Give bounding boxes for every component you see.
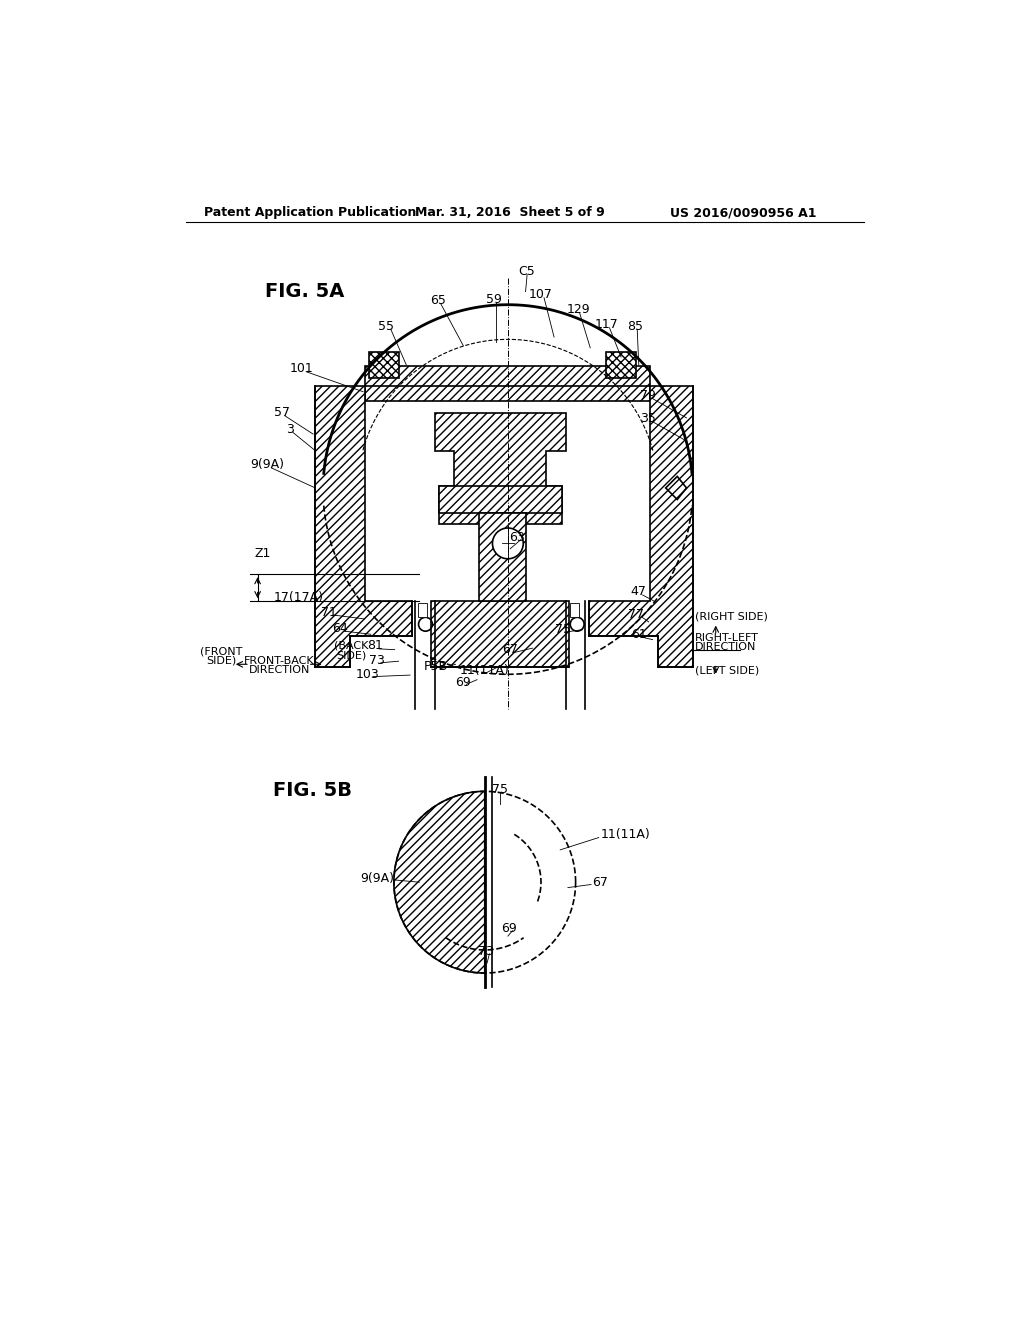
Text: DIRECTION: DIRECTION xyxy=(695,643,757,652)
Text: 69: 69 xyxy=(502,921,517,935)
Text: 107: 107 xyxy=(529,288,553,301)
Text: FRONT-BACK: FRONT-BACK xyxy=(244,656,314,667)
Bar xyxy=(418,603,427,616)
Text: 67: 67 xyxy=(593,875,608,888)
Polygon shape xyxy=(315,385,412,667)
Text: 103: 103 xyxy=(356,668,380,681)
Bar xyxy=(606,352,636,378)
Bar xyxy=(570,603,580,616)
Text: 57: 57 xyxy=(274,407,290,418)
Text: 9(9A): 9(9A) xyxy=(251,458,285,471)
Polygon shape xyxy=(435,412,565,524)
Text: SIDE): SIDE) xyxy=(206,656,237,665)
Text: 79: 79 xyxy=(640,389,656,403)
Polygon shape xyxy=(394,792,484,973)
Text: 73: 73 xyxy=(478,945,495,958)
Text: 59: 59 xyxy=(486,293,502,306)
Text: 77: 77 xyxy=(629,607,644,620)
Text: (LEFT SIDE): (LEFT SIDE) xyxy=(695,665,759,676)
Text: 11(11A): 11(11A) xyxy=(460,664,510,677)
Text: 47: 47 xyxy=(631,585,647,598)
Text: 69: 69 xyxy=(456,676,471,689)
Text: 61: 61 xyxy=(631,628,646,640)
Polygon shape xyxy=(366,367,650,401)
Text: 71: 71 xyxy=(322,606,337,619)
Text: 81: 81 xyxy=(368,639,383,652)
Text: 3: 3 xyxy=(286,422,294,436)
Text: 64: 64 xyxy=(332,622,348,635)
Bar xyxy=(370,352,398,378)
Text: 75: 75 xyxy=(493,783,508,796)
Text: 9(9A): 9(9A) xyxy=(360,871,394,884)
Text: (FRONT: (FRONT xyxy=(201,647,243,656)
Text: P5B: P5B xyxy=(424,660,449,673)
Text: 65: 65 xyxy=(431,294,446,308)
Text: 63: 63 xyxy=(509,531,525,544)
Text: 101: 101 xyxy=(290,362,313,375)
Text: RIGHT-LEFT: RIGHT-LEFT xyxy=(695,634,759,643)
Text: DIRECTION: DIRECTION xyxy=(249,665,310,675)
Text: C5: C5 xyxy=(519,265,536,279)
Text: 117: 117 xyxy=(595,318,618,331)
Circle shape xyxy=(493,528,523,558)
Text: FIG. 5A: FIG. 5A xyxy=(265,281,345,301)
Text: 11(11A): 11(11A) xyxy=(600,828,650,841)
Polygon shape xyxy=(438,486,562,512)
Text: Z1: Z1 xyxy=(255,546,271,560)
Text: 67: 67 xyxy=(502,643,518,656)
Text: 55: 55 xyxy=(378,319,394,333)
Polygon shape xyxy=(479,512,525,601)
Text: 75: 75 xyxy=(555,623,571,636)
Text: US 2016/0090956 A1: US 2016/0090956 A1 xyxy=(670,206,816,219)
Text: 129: 129 xyxy=(567,302,591,315)
Text: 35: 35 xyxy=(640,412,656,425)
Polygon shape xyxy=(589,385,692,667)
Text: (BACK: (BACK xyxy=(335,640,369,651)
Text: SIDE): SIDE) xyxy=(337,649,367,660)
Text: (RIGHT SIDE): (RIGHT SIDE) xyxy=(695,611,768,622)
Text: Patent Application Publication: Patent Application Publication xyxy=(204,206,416,219)
Text: Mar. 31, 2016  Sheet 5 of 9: Mar. 31, 2016 Sheet 5 of 9 xyxy=(416,206,605,219)
Polygon shape xyxy=(431,601,569,667)
Text: 73: 73 xyxy=(369,653,385,667)
Text: FIG. 5B: FIG. 5B xyxy=(273,780,352,800)
Text: 17(17A): 17(17A) xyxy=(273,591,324,603)
Text: 85: 85 xyxy=(627,319,643,333)
